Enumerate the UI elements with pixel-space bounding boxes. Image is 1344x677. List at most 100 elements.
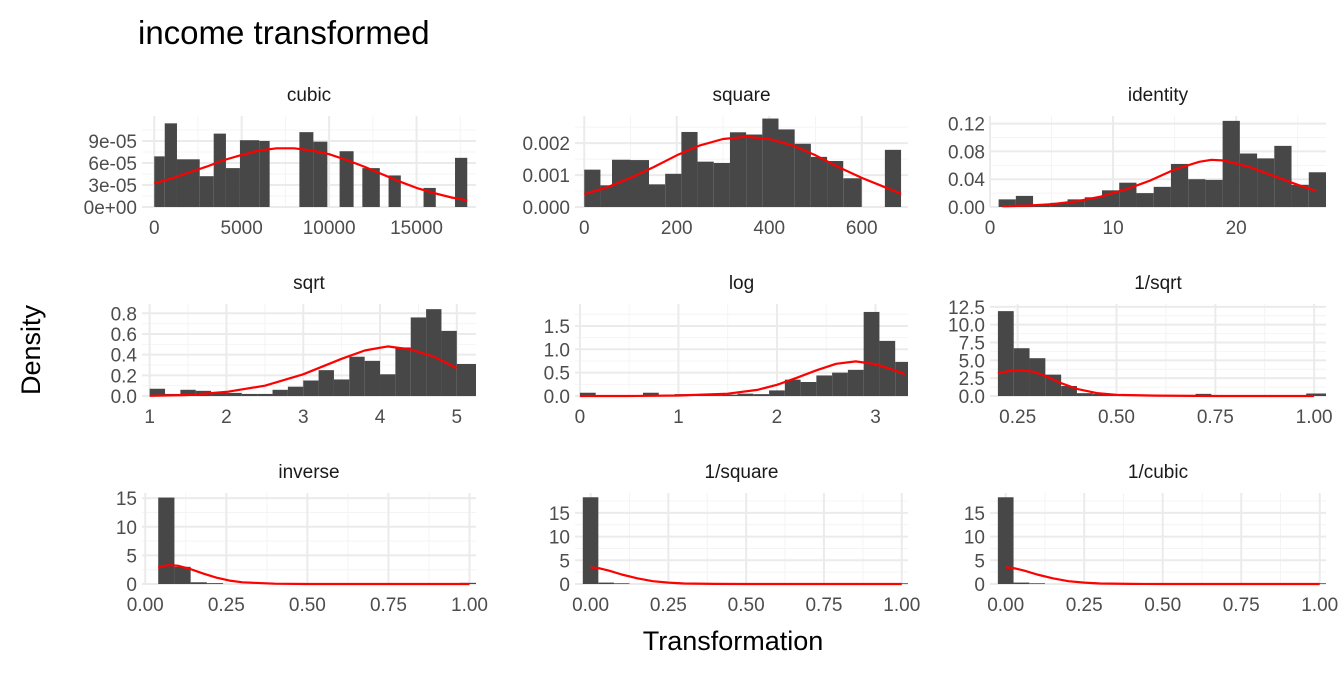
histogram-bar bbox=[339, 151, 354, 207]
y-tick-label: 0 bbox=[559, 575, 570, 596]
x-tick-label: 0 bbox=[579, 218, 590, 239]
facet-title: 1/sqrt bbox=[1134, 273, 1182, 294]
y-tick-label: 3e-05 bbox=[88, 176, 137, 197]
y-tick-label: 5 bbox=[974, 551, 985, 572]
x-tick-label: 0.50 bbox=[289, 595, 326, 616]
x-tick-label: 0 bbox=[985, 218, 996, 239]
histogram-bar bbox=[737, 393, 754, 396]
x-tick-label: 0.25 bbox=[1066, 595, 1103, 616]
histogram-bar bbox=[362, 168, 380, 207]
y-tick-label: 0.00 bbox=[948, 198, 985, 219]
histogram-bar bbox=[997, 497, 1014, 584]
histogram-bar bbox=[1308, 172, 1326, 207]
histogram-bar bbox=[313, 141, 328, 207]
x-tick-label: 0 bbox=[575, 407, 586, 428]
histogram-bar bbox=[800, 381, 817, 396]
x-tick-label: 0.75 bbox=[370, 595, 407, 616]
histogram-bar bbox=[176, 159, 200, 207]
histogram-bar bbox=[1033, 204, 1051, 207]
histogram-bar bbox=[1306, 393, 1326, 396]
x-tick-label: 1.00 bbox=[1301, 595, 1338, 616]
facet-title: inverse bbox=[278, 462, 339, 483]
histogram-bar bbox=[721, 394, 738, 396]
histogram-bar bbox=[241, 393, 258, 396]
x-tick-label: 1.00 bbox=[1296, 407, 1333, 428]
histogram-bar bbox=[1257, 158, 1275, 207]
y-tick-label: 0e+00 bbox=[84, 198, 137, 219]
y-tick-label: 6e-05 bbox=[88, 154, 137, 175]
y-tick-label: 0.12 bbox=[948, 115, 985, 136]
density-curve bbox=[997, 369, 1315, 398]
histogram-bar bbox=[1013, 582, 1030, 584]
histogram-bar bbox=[642, 392, 659, 396]
histogram-bar bbox=[810, 156, 828, 207]
histogram-bar bbox=[1153, 186, 1171, 207]
histogram-bar bbox=[426, 309, 442, 396]
histogram-bar bbox=[1045, 374, 1062, 396]
y-tick-label: 10 bbox=[549, 528, 570, 549]
histogram-bar bbox=[832, 372, 848, 396]
x-tick-label: 1 bbox=[673, 407, 684, 428]
x-tick-label: 0.00 bbox=[572, 595, 609, 616]
histogram-bar bbox=[1119, 182, 1137, 207]
density-curve bbox=[590, 566, 902, 586]
histogram-bar bbox=[697, 161, 714, 207]
x-axis-title: Transformation bbox=[643, 626, 824, 656]
histogram-bar bbox=[364, 360, 381, 396]
x-tick-label: 1 bbox=[144, 407, 155, 428]
x-tick-label: 200 bbox=[661, 218, 693, 239]
y-tick-label: 0 bbox=[126, 575, 137, 596]
x-tick-label: 0.00 bbox=[987, 595, 1024, 616]
facet-title: identity bbox=[1128, 85, 1189, 106]
histogram-bar bbox=[299, 132, 314, 207]
histogram-bar bbox=[1015, 195, 1034, 207]
density-curve bbox=[157, 563, 470, 586]
histogram-bar bbox=[816, 375, 833, 396]
x-tick-label: 15000 bbox=[390, 218, 443, 239]
histogram-bar bbox=[847, 369, 864, 396]
y-tick-label: 0.002 bbox=[522, 134, 570, 155]
histogram-bar bbox=[239, 140, 260, 207]
histogram-bar bbox=[257, 393, 273, 396]
histogram-bar bbox=[794, 143, 811, 207]
y-tick-label: 0.000 bbox=[522, 198, 570, 219]
histogram-bar bbox=[784, 379, 801, 396]
y-tick-label: 0.4 bbox=[111, 346, 138, 367]
histogram-bar bbox=[1170, 163, 1189, 207]
y-tick-label: 0.08 bbox=[948, 142, 985, 163]
histogram-bar bbox=[174, 566, 191, 584]
histogram-bar bbox=[600, 185, 612, 207]
y-axis-title: Density bbox=[16, 304, 46, 395]
y-tick-label: 12.5 bbox=[948, 298, 985, 319]
x-tick-label: 400 bbox=[753, 218, 785, 239]
panel-square: square 0 200 400 600 0.000 0.001 0.002 bbox=[522, 85, 908, 239]
histogram-bar bbox=[1013, 348, 1030, 396]
y-tick-label: 0.001 bbox=[522, 166, 570, 187]
histogram-bar bbox=[455, 157, 468, 207]
x-tick-label: 20 bbox=[1226, 218, 1247, 239]
y-tick-label: 0.2 bbox=[111, 366, 137, 387]
y-tick-label: 15 bbox=[116, 489, 137, 510]
y-tick-label: 0.6 bbox=[111, 325, 137, 346]
histogram-bar bbox=[303, 380, 319, 396]
panel-inverse: inverse 0.00 0.25 0.50 0.75 1.00 0 5 10 15 bbox=[116, 462, 488, 616]
panel-1-sqrt: 1/sqrt 0.25 0.50 0.75 1.00 0.02.55.07.510.012… bbox=[948, 273, 1333, 428]
histogram-bar bbox=[333, 379, 350, 396]
x-tick-label: 0.75 bbox=[1197, 407, 1234, 428]
x-tick-label: 3 bbox=[298, 407, 309, 428]
panel-1-square: 1/square 0.00 0.25 0.50 0.75 1.00 0 510 15 bbox=[549, 462, 920, 616]
histogram-bar bbox=[863, 311, 880, 396]
histogram-bar bbox=[287, 386, 304, 396]
x-tick-label: 4 bbox=[375, 407, 386, 428]
facet-title: 1/cubic bbox=[1128, 462, 1188, 483]
panel-1-cubic: 1/cubic 0.00 0.25 0.50 0.75 1.00 0 510 15 bbox=[964, 462, 1338, 616]
histogram-bar bbox=[318, 370, 334, 396]
histogram-bar bbox=[584, 169, 601, 207]
y-tick-label: 10 bbox=[116, 518, 137, 539]
x-tick-label: 5 bbox=[452, 407, 463, 428]
y-tick-label: 5.0 bbox=[959, 351, 985, 372]
